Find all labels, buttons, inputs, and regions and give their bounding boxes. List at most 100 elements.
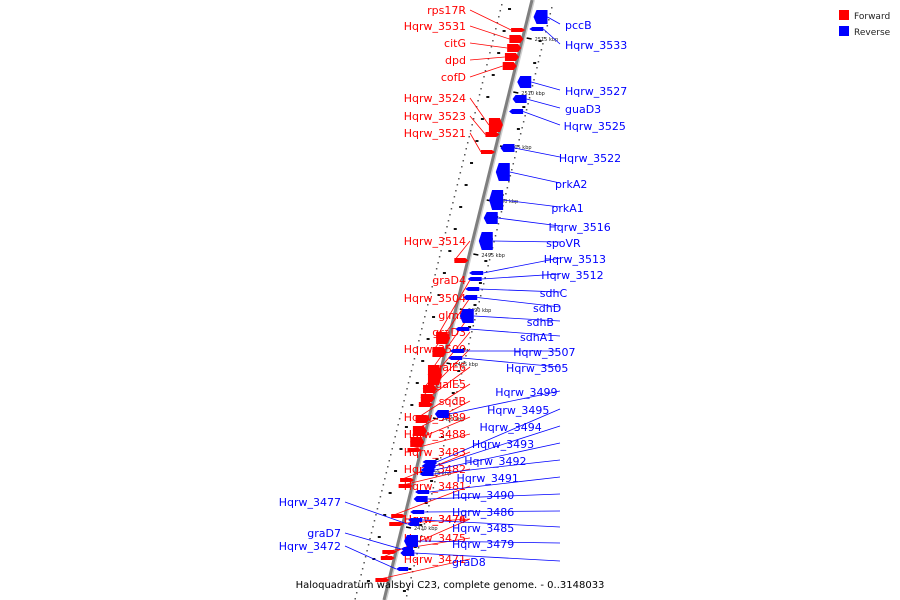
reverse-gene-label: Hqrw_3505 [506, 362, 568, 375]
dot [441, 244, 444, 246]
legend-reverse-swatch [839, 26, 849, 36]
dash [502, 30, 506, 32]
dot [398, 418, 401, 420]
reverse-gene-block [512, 95, 527, 103]
dot [452, 202, 454, 204]
reverse-gene-block [415, 490, 430, 494]
reverse-gene-label: sdhB [527, 316, 554, 329]
dash [419, 524, 423, 526]
dot [419, 334, 422, 336]
dot [505, 193, 507, 195]
map-caption: Haloquadratum walsbyi C23, complete geno… [296, 580, 605, 591]
dot [499, 217, 501, 219]
reverse-gene-label: Hqrw_3490 [452, 489, 514, 502]
forward-gene-label: rps17R [427, 4, 466, 17]
dot [391, 448, 393, 450]
dot [413, 565, 415, 567]
dot [388, 460, 391, 462]
reverse-gene-leader [492, 240, 561, 243]
forward-gene-leader [469, 25, 510, 40]
tick-label: 2505 kbp [508, 145, 532, 151]
reverse-gene-block [489, 190, 504, 210]
dot [490, 253, 492, 255]
dash [462, 348, 466, 350]
forward-gene-leader [422, 331, 471, 390]
dot [438, 463, 441, 465]
dot [480, 88, 482, 90]
reverse-gene-label: graD7 [307, 527, 341, 540]
dot [528, 97, 531, 99]
forward-gene-leader [391, 485, 471, 517]
dot [382, 484, 385, 486]
dot [488, 259, 491, 261]
dash [432, 316, 436, 318]
dot [425, 517, 427, 519]
dot [465, 148, 467, 150]
forward-gene-leader [469, 65, 503, 78]
reverse-gene-leader [422, 519, 561, 528]
dot [390, 454, 392, 456]
dash [453, 228, 457, 230]
dot [471, 124, 473, 126]
dot [537, 61, 540, 63]
tick-label: 2500 kbp [495, 199, 519, 205]
reverse-gene-label: pccB [565, 19, 592, 32]
reverse-gene-label: sdhC [540, 287, 568, 300]
dot [415, 352, 417, 354]
dot [434, 274, 436, 276]
dot [460, 373, 463, 375]
dash [415, 382, 419, 384]
reverse-gene-leader [531, 81, 561, 91]
forward-gene-block [412, 426, 427, 436]
dot [472, 325, 475, 327]
dot [522, 121, 525, 123]
dot [413, 358, 416, 360]
dot [424, 316, 426, 318]
dot [410, 577, 412, 579]
dot [408, 583, 411, 585]
dot [483, 76, 485, 78]
dot [400, 412, 402, 414]
reverse-gene-leader [429, 476, 561, 493]
dot [384, 478, 386, 480]
reverse-gene-block [533, 10, 548, 24]
dash [473, 304, 477, 306]
reverse-gene-leader [497, 217, 561, 227]
reverse-gene-label: Hqrw_3492 [464, 455, 526, 468]
dash [448, 250, 452, 252]
dot [455, 190, 457, 192]
dash [470, 162, 474, 164]
dot [434, 481, 436, 483]
dash [459, 206, 463, 208]
reverse-gene-leader [427, 493, 561, 500]
forward-gene-leader [415, 383, 471, 420]
forward-gene-leader [469, 97, 490, 126]
reverse-gene-label: graD8 [452, 556, 486, 569]
dot [461, 166, 463, 168]
dot [414, 559, 417, 561]
reverse-gene-block [422, 460, 437, 464]
dot [410, 370, 413, 372]
dot [495, 28, 497, 30]
reverse-gene-block [407, 522, 420, 526]
dot [364, 556, 367, 558]
dot [420, 535, 423, 537]
dot [463, 361, 466, 363]
dot [542, 43, 544, 45]
reverse-gene-leader [344, 532, 402, 550]
dot [418, 340, 420, 342]
dot [401, 406, 404, 408]
reverse-gene-label: Hqrw_3479 [452, 538, 514, 551]
dot [468, 343, 470, 345]
tick-label: 2490 kbp [468, 308, 492, 314]
reverse-gene-block [400, 550, 415, 556]
dash [437, 294, 441, 296]
dot [404, 394, 407, 396]
reverse-gene-block [483, 212, 498, 224]
forward-gene-label: citG [444, 37, 466, 50]
forward-gene-label: graD4 [432, 274, 466, 287]
forward-gene-label: Hqrw_3521 [404, 127, 466, 140]
reverse-gene-block [463, 295, 478, 300]
reverse-gene-label: Hqrw_3516 [549, 221, 611, 234]
tick-mark [473, 253, 479, 256]
